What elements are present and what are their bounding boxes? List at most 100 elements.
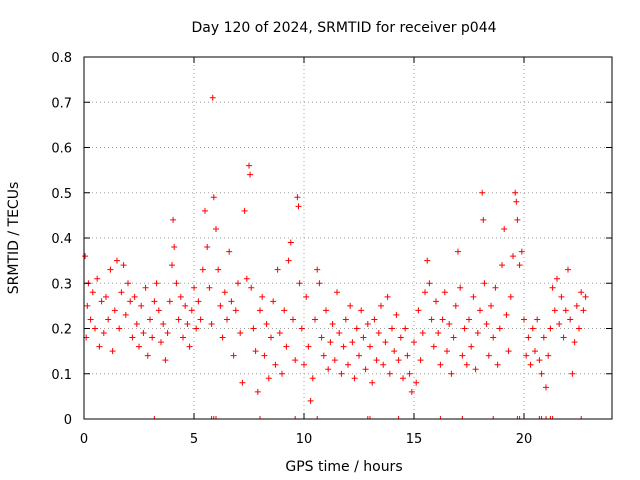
data-point	[127, 298, 134, 305]
data-point	[100, 330, 107, 337]
data-point	[480, 216, 487, 223]
data-point	[268, 334, 274, 341]
x-tick-label: 10	[296, 432, 313, 447]
data-point	[393, 311, 400, 318]
data-point	[281, 307, 288, 314]
data-point	[109, 348, 116, 355]
data-point	[329, 320, 336, 327]
data-point	[208, 320, 215, 327]
data-point	[358, 307, 365, 314]
data-point	[202, 207, 208, 214]
data-point	[263, 320, 270, 327]
data-point	[408, 388, 415, 395]
data-point	[576, 325, 582, 332]
data-point	[349, 339, 356, 346]
data-point	[444, 348, 450, 355]
data-point	[525, 334, 532, 341]
data-point	[247, 171, 254, 178]
data-point	[543, 384, 549, 391]
data-point	[527, 361, 534, 368]
data-points	[82, 94, 589, 420]
data-point	[338, 370, 345, 377]
data-point	[538, 370, 545, 377]
data-point	[554, 275, 560, 282]
data-point	[164, 330, 171, 337]
data-point	[448, 370, 455, 377]
data-point	[336, 330, 343, 337]
data-point	[347, 302, 354, 309]
data-point	[400, 375, 406, 382]
data-point	[98, 298, 105, 305]
data-point	[235, 280, 241, 287]
data-point	[307, 397, 314, 404]
data-point	[92, 325, 98, 332]
axis-ticks: 0 0.1 0.2 0.3 0.4 0.5 0.6 0.7 0.8 0 5 10 15 20	[51, 51, 612, 447]
data-point	[232, 307, 239, 314]
data-point	[320, 352, 327, 359]
data-point	[217, 302, 224, 309]
data-point	[501, 225, 508, 232]
data-point	[499, 262, 505, 269]
data-point	[118, 289, 125, 296]
data-point	[186, 343, 193, 350]
data-point	[439, 316, 446, 323]
data-point	[534, 316, 541, 323]
data-point	[162, 357, 169, 364]
data-point	[129, 334, 136, 341]
data-point	[261, 352, 268, 359]
y-tick-label: 0.4	[51, 232, 72, 247]
data-point	[103, 293, 109, 300]
data-point	[265, 375, 272, 382]
data-point	[452, 302, 459, 309]
data-point	[301, 361, 307, 368]
data-point	[219, 334, 226, 341]
x-tick-label: 20	[516, 432, 533, 447]
data-point	[492, 284, 499, 291]
data-point	[389, 325, 395, 332]
data-point	[406, 370, 413, 377]
data-point	[507, 293, 514, 300]
data-point	[571, 339, 578, 346]
data-point	[149, 334, 156, 341]
data-point	[312, 316, 318, 323]
data-point	[382, 339, 389, 346]
data-point	[170, 216, 177, 223]
data-point	[230, 352, 237, 359]
x-axis-label: GPS time / hours	[285, 459, 402, 475]
data-point	[481, 280, 488, 287]
data-point	[122, 311, 129, 318]
data-point	[131, 293, 138, 300]
data-point	[516, 262, 523, 269]
data-point	[441, 289, 448, 296]
data-point	[252, 348, 259, 355]
data-point	[545, 352, 552, 359]
data-point	[171, 244, 178, 251]
data-point	[204, 244, 211, 251]
data-point	[342, 316, 349, 323]
data-point	[364, 320, 371, 327]
data-point	[241, 207, 248, 214]
data-point	[276, 330, 283, 337]
data-point	[446, 320, 453, 327]
data-point	[356, 352, 362, 359]
data-point	[89, 289, 96, 296]
data-point	[424, 257, 431, 264]
data-point	[573, 302, 580, 309]
data-point	[182, 302, 189, 309]
data-point	[457, 284, 464, 291]
data-point	[215, 266, 222, 273]
data-point	[430, 343, 437, 350]
data-point	[151, 298, 158, 305]
data-point	[283, 343, 290, 350]
data-point	[144, 352, 151, 359]
data-point	[485, 352, 492, 359]
data-point	[318, 334, 325, 341]
data-point	[114, 257, 120, 264]
data-point	[257, 307, 263, 314]
data-point	[270, 298, 277, 305]
data-point	[512, 189, 519, 196]
data-point	[386, 370, 393, 377]
data-point	[353, 325, 360, 332]
